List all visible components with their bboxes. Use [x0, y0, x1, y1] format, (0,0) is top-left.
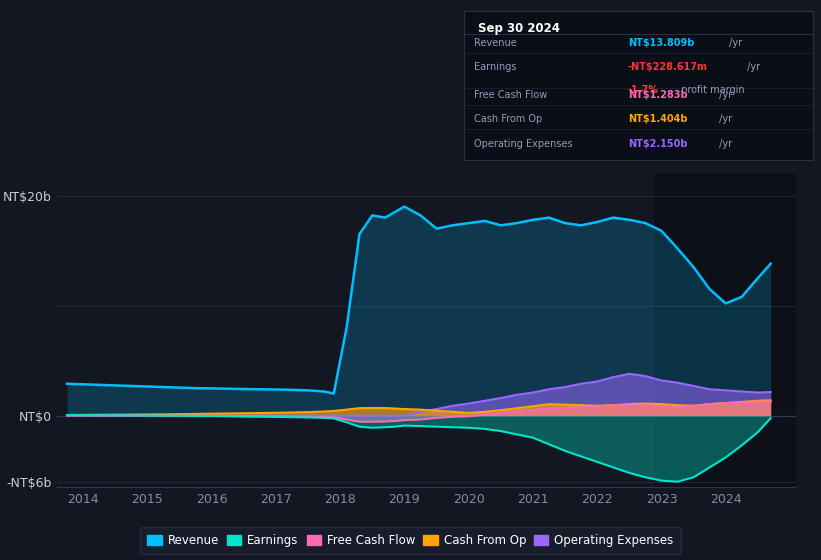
Text: /yr: /yr	[716, 90, 732, 100]
Text: /yr: /yr	[716, 139, 732, 149]
Text: /yr: /yr	[726, 38, 741, 48]
Text: -1.7%: -1.7%	[628, 86, 659, 95]
Text: Earnings: Earnings	[475, 62, 517, 72]
Bar	[655, 174, 796, 487]
Text: NT$13.809b: NT$13.809b	[628, 38, 695, 48]
Text: /yr: /yr	[716, 114, 732, 124]
Text: Cash From Op: Cash From Op	[475, 114, 543, 124]
Text: NT$2.150b: NT$2.150b	[628, 139, 687, 149]
Text: /yr: /yr	[745, 62, 760, 72]
Text: -NT$228.617m: -NT$228.617m	[628, 62, 708, 72]
Text: Revenue: Revenue	[475, 38, 517, 48]
Text: Operating Expenses: Operating Expenses	[475, 139, 573, 149]
Text: Sep 30 2024: Sep 30 2024	[478, 22, 560, 35]
Text: Free Cash Flow: Free Cash Flow	[475, 90, 548, 100]
Text: NT$1.404b: NT$1.404b	[628, 114, 687, 124]
Text: NT$1.283b: NT$1.283b	[628, 90, 687, 100]
Text: profit margin: profit margin	[678, 86, 745, 95]
Legend: Revenue, Earnings, Free Cash Flow, Cash From Op, Operating Expenses: Revenue, Earnings, Free Cash Flow, Cash …	[140, 527, 681, 554]
